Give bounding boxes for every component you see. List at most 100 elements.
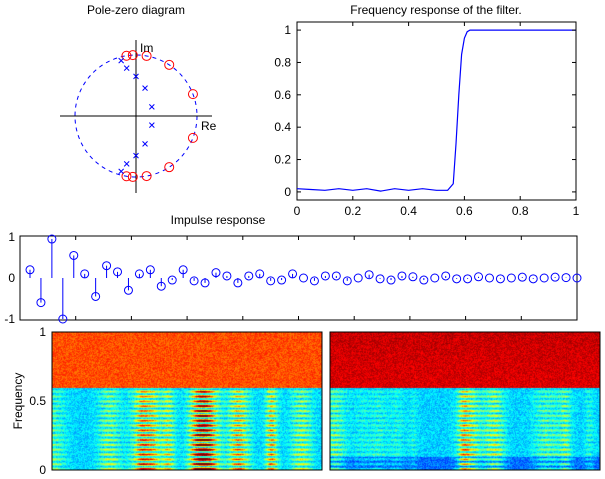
stem-marker (277, 275, 287, 285)
zero-marker (164, 59, 175, 70)
stem-marker (244, 271, 254, 281)
stem-marker (91, 291, 101, 301)
zero-marker (121, 171, 132, 182)
stem-marker (375, 274, 385, 284)
y-tick-label: 0.6 (274, 88, 291, 102)
stem-marker (474, 272, 484, 282)
x-tick-label: 0.8 (512, 204, 529, 218)
stem-marker (167, 275, 177, 285)
spec-ytick-1: 1 (39, 325, 46, 339)
zero-marker (187, 132, 198, 143)
fr-axes (296, 21, 577, 201)
stem-marker (255, 269, 265, 279)
y-tick-label: 0 (284, 185, 291, 199)
spec2-axes (329, 331, 601, 471)
pole-marker (133, 73, 139, 80)
response-line (296, 29, 576, 192)
y-tick-label: 0 (8, 271, 15, 285)
stem-marker (299, 273, 308, 283)
zero-marker (187, 89, 198, 100)
stem-marker (211, 268, 221, 278)
stem-marker (222, 271, 232, 281)
zero-marker (164, 162, 175, 173)
stem-marker (353, 273, 363, 283)
pole-marker (118, 57, 125, 64)
stem-marker (266, 276, 276, 286)
stem-marker (102, 261, 112, 271)
zero-marker (127, 171, 138, 182)
y-tick-label: 0.4 (274, 120, 291, 134)
y-tick-label: 0.2 (274, 153, 291, 167)
stem-marker (386, 275, 396, 285)
pole-zero-plot (60, 40, 212, 193)
stem-marker (441, 271, 451, 281)
stem-marker (430, 273, 440, 283)
stem-marker (134, 269, 144, 279)
spec1-axes (51, 331, 323, 471)
zero-marker (127, 50, 138, 61)
y-tick-label: -1 (4, 312, 15, 326)
stem-marker (80, 269, 90, 279)
x-tick-label: 0.4 (400, 204, 417, 218)
stem-marker (495, 274, 505, 284)
stem-marker (123, 285, 133, 295)
x-tick-label: 1 (573, 204, 580, 218)
x-tick-label: 0.6 (456, 204, 473, 218)
stem-marker (342, 276, 352, 286)
stem-marker (69, 250, 79, 260)
stem-marker (452, 274, 462, 284)
stem-marker (36, 298, 46, 308)
ir-title: Impulse response (171, 213, 266, 227)
pole-marker (123, 65, 130, 71)
stem-marker (364, 270, 374, 280)
pz-title: Pole-zero diagram (87, 3, 185, 17)
stem-marker (113, 267, 123, 277)
stem-marker (47, 234, 57, 244)
stem-marker (419, 275, 429, 285)
stem-marker (550, 272, 560, 282)
spec-ytick-05: 0.5 (29, 394, 46, 408)
stem-marker (58, 314, 68, 324)
stem-marker (572, 273, 582, 283)
fr-title: Frequency response of the filter. (350, 3, 521, 17)
stem-marker (320, 271, 330, 281)
freq-response-plot: 0 0.2 0.4 0.6 0.8 1 0 0.2 0.4 0.6 0.8 1 (274, 22, 580, 218)
pole-marker (148, 103, 155, 110)
stem-marker (156, 281, 166, 291)
stem-marker (517, 272, 527, 282)
y-tick-label: 1 (284, 23, 291, 37)
zero-marker (141, 50, 152, 61)
stem-marker (189, 276, 199, 286)
stem-marker (506, 273, 516, 283)
pole-marker (142, 85, 148, 92)
zero-marker (141, 171, 152, 182)
spectrogram-original (52, 332, 322, 470)
stem-marker (233, 278, 243, 288)
spectrogram-filtered (330, 332, 600, 470)
x-tick-label: 0 (294, 204, 301, 218)
stem-marker (288, 269, 298, 279)
zero-marker (121, 50, 132, 61)
spec-ylabel: Frequency (11, 373, 25, 430)
stem-marker (484, 273, 494, 283)
pole-marker (142, 140, 148, 147)
pole-marker (133, 152, 139, 159)
stem-marker (463, 274, 473, 284)
pz-ylabel: Im (140, 41, 153, 55)
x-tick-label: 0.2 (344, 204, 361, 218)
stem-marker (397, 271, 407, 281)
stem-marker (528, 274, 538, 284)
stem-marker (408, 272, 418, 282)
y-tick-label: 0.8 (274, 55, 291, 69)
stem-marker (145, 265, 155, 275)
stem-marker (178, 265, 188, 275)
pole-marker (118, 168, 125, 175)
spec-ytick-0: 0 (39, 463, 46, 477)
pole-marker (123, 161, 130, 167)
stem-marker (331, 271, 341, 281)
stem-marker (200, 278, 210, 288)
stem-marker (561, 273, 571, 283)
stem-marker (539, 273, 549, 283)
stem-marker (309, 276, 319, 286)
